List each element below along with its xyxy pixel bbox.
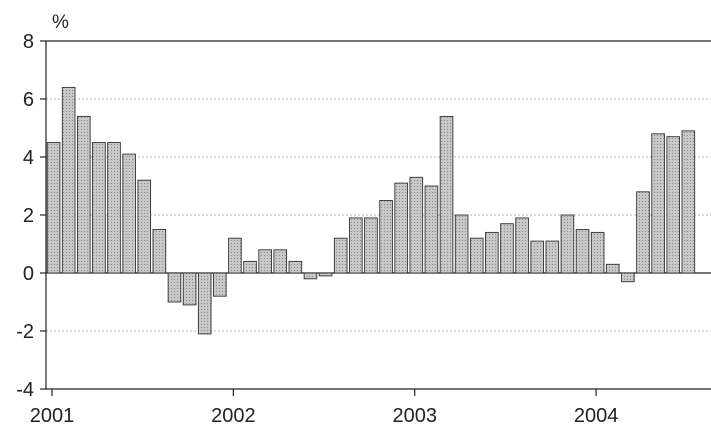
x-tick-label: 2002 [211,405,256,427]
bar-series [46,86,696,335]
bar [76,115,91,274]
y-tick-label: 2 [23,205,34,227]
y-tick-label: 0 [23,263,34,285]
bar [197,272,212,335]
bar [303,272,318,280]
bar [137,179,152,274]
bar [394,182,408,274]
bar [152,229,167,274]
bar [560,214,575,274]
y-tick-label: 8 [23,31,34,53]
bar [379,200,393,274]
bar [575,229,590,274]
x-tick-label: 2001 [30,405,75,427]
bar [681,130,696,274]
bar [409,176,424,274]
y-tick-label: -4 [16,379,34,401]
bar [424,185,439,274]
bar [333,237,348,274]
bar [590,231,605,274]
bar [61,86,76,274]
x-tick-label: 2003 [392,405,437,427]
bar [515,217,529,274]
x-tick-label: 2004 [574,405,619,427]
bar [167,272,182,303]
bar [46,142,61,274]
y-axis-unit-label: % [52,12,69,33]
bar [182,272,197,306]
bar [454,214,469,274]
bar [349,217,363,274]
bar [605,263,620,274]
bar [666,136,681,274]
bar [469,237,484,274]
x-tick-labels: 2001 2002 2003 2004 [30,389,619,427]
bar [364,217,378,274]
bar [621,272,635,283]
y-tick-label: -2 [16,321,34,343]
y-tick-labels: 8 6 4 2 0 -2 -4 [16,31,46,401]
y-tick-label: 4 [23,147,34,169]
bar [439,115,454,274]
bar [530,240,544,274]
bar [545,240,560,274]
bar [243,260,257,274]
bar [92,142,106,274]
bar [107,142,121,274]
bar [500,223,514,274]
bar [288,260,303,274]
y-tick-label: 6 [23,89,34,111]
bar [258,249,272,274]
bar [318,272,333,277]
bar [273,249,288,274]
bar [636,191,650,274]
bar [651,133,665,274]
bar [213,272,227,297]
bar [122,153,136,274]
bar [228,237,242,274]
bar [485,231,499,274]
